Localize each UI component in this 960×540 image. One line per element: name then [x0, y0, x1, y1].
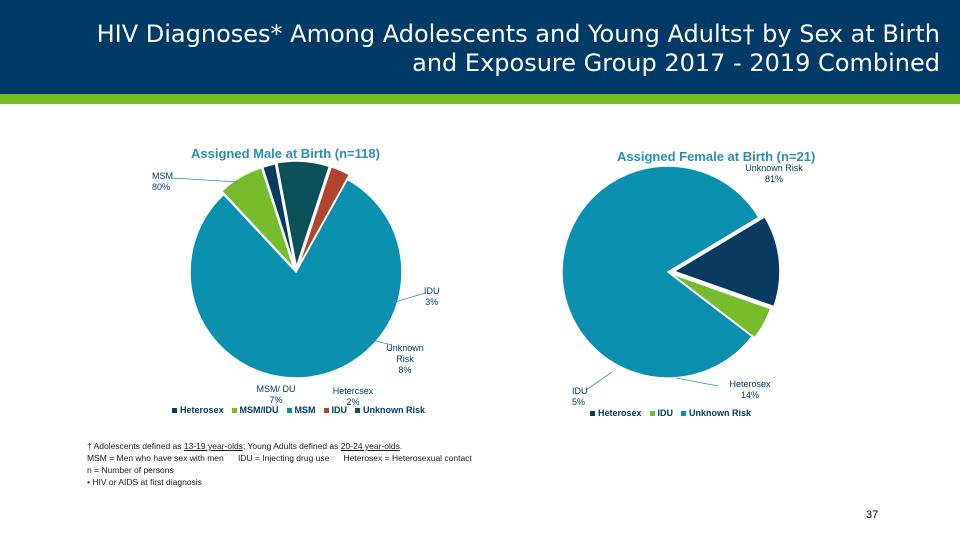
page-number: 37 [866, 509, 879, 521]
pie-slice-heterosex [672, 215, 781, 308]
male-unknown-label-name: Unknown [386, 343, 424, 353]
footnote-text: MSM = Men who have sex with men [87, 453, 224, 463]
pie-slice-idu [297, 165, 351, 268]
footnote-text: † Adolescents defined as [87, 441, 184, 451]
male-heterosex-label-pct: 2% [346, 397, 360, 407]
male-leader-lines [171, 177, 426, 346]
legend-label: IDU [657, 408, 674, 418]
legend-swatch [649, 410, 655, 416]
female-idu-label: IDU 5% [572, 386, 588, 408]
female-heterosex-label: Heterosex 14% [726, 379, 774, 401]
slide-title-line-1: HIV Diagnoses* Among Adolescents and You… [96, 20, 940, 48]
pie-slice-idu [670, 272, 772, 339]
female-heterosex-label-name: Heterosex [729, 379, 771, 389]
male-legend-heterosex: Heterosex [172, 405, 224, 415]
legend-label: Heterosex [180, 405, 224, 415]
legend-label: MSM/IDU [239, 405, 279, 415]
male-legend-unknown-risk: Unknown Risk [355, 405, 425, 415]
slide-title: HIV Diagnoses* Among Adolescents and You… [40, 20, 940, 78]
female-leader-lines [585, 371, 719, 391]
female-unknown-label-pct: 81% [764, 174, 783, 184]
male-heterosex-label-name: Hetercsex [332, 386, 374, 396]
male-msm-idu-label-name: MSM/ DU [256, 384, 296, 394]
male-idu-label-name: IDU [424, 286, 440, 296]
male-chart-title: Assigned Male at Birth (n=118) [191, 146, 380, 161]
male-legend-msm: MSM [286, 405, 316, 415]
male-msm-label: MSM 80% [152, 171, 173, 193]
female-legend-idu: IDU [649, 408, 674, 418]
legend-label: Unknown Risk [363, 405, 426, 415]
pie-slice-hetercsex [261, 163, 296, 269]
pie-slice-unknown-risk [275, 160, 331, 268]
idu-leader-line [585, 371, 613, 391]
male-msm-label-pct: 80% [152, 182, 171, 192]
legend-label: Heterosex [598, 408, 642, 418]
footnote-line-3: n = Number of persons [87, 465, 174, 475]
male-idu-label: IDU 3% [424, 286, 440, 308]
female-legend-unknown-risk: Unknown Risk [681, 408, 751, 418]
footnotes: † Adolescents defined as 13-19 year-olds… [87, 440, 472, 488]
accent-bar [0, 94, 960, 104]
footnote-text: IDU = Injecting drug use [237, 453, 330, 463]
female-unknown-label-name: Unknown Risk [745, 163, 803, 173]
heterosex-leader-line [675, 377, 719, 387]
legend-swatch [286, 407, 292, 413]
pie-slice-msm [189, 178, 403, 379]
footnote-text: 13-19 year-olds [183, 441, 243, 451]
footnote-line-2: MSM = Men who have sex with men IDU = In… [87, 452, 472, 464]
legend-swatch [231, 407, 237, 413]
footnote-line-4: • HIV or AIDS at first diagnosis [87, 477, 202, 487]
title-bar: HIV Diagnoses* Among Adolescents and You… [0, 0, 960, 94]
footnote-text: Heterosex = Heterosexual contact [343, 453, 472, 463]
female-heterosex-label-pct: 14% [740, 390, 759, 400]
footnote-text: . [399, 441, 403, 451]
male-msm-label-name: MSM [152, 171, 173, 181]
legend-swatch [590, 410, 595, 416]
male-legend: Heterosex MSM/IDU MSM IDU Unknown Risk [172, 405, 425, 415]
legend-label: IDU [331, 405, 348, 415]
footnote-text: ; Young Adults defined as [242, 441, 341, 451]
pie-slice-msm-du [220, 166, 295, 270]
unknown-leader-line [371, 339, 393, 346]
legend-swatch [681, 410, 687, 416]
female-chart-title: Assigned Female at Birth (n=21) [617, 149, 816, 164]
idu-leader-line [391, 292, 426, 304]
male-msm-idu-label: MSM/ DU 7% [254, 384, 298, 406]
female-legend-heterosex: Heterosex [590, 408, 642, 418]
male-legend-idu: IDU [323, 405, 348, 415]
male-msm-idu-label-pct: 7% [269, 395, 283, 405]
female-unknown-label: Unknown Risk 81% [742, 163, 806, 185]
legend-swatch [172, 407, 177, 413]
slide-title-line-2: and Exposure Group 2017 - 2019 Combined [412, 49, 940, 77]
legend-swatch [355, 407, 361, 413]
female-legend: Heterosex IDU Unknown Risk [590, 408, 751, 418]
male-unknown-label-pct: 8% [398, 365, 412, 375]
legend-label: MSM [294, 405, 316, 415]
legend-swatch [323, 407, 329, 413]
male-legend-msm-idu: MSM/IDU [231, 405, 279, 415]
pie-slice-unknown-risk [561, 165, 760, 379]
female-idu-label-name: IDU [572, 386, 588, 396]
male-unknown-label-name2: Risk [396, 354, 414, 364]
male-unknown-label: Unknown Risk 8% [384, 343, 426, 376]
male-heterosex-label: Hetercsex 2% [330, 386, 376, 408]
male-idu-label-pct: 3% [425, 297, 439, 307]
footnote-line-1: † Adolescents defined as 13-19 year-olds… [87, 440, 472, 452]
legend-label: Unknown Risk [689, 408, 752, 418]
footnote-text: 20-24 year-olds [340, 441, 400, 451]
female-idu-label-pct: 5% [572, 397, 586, 407]
msm-leader-line [171, 177, 239, 183]
